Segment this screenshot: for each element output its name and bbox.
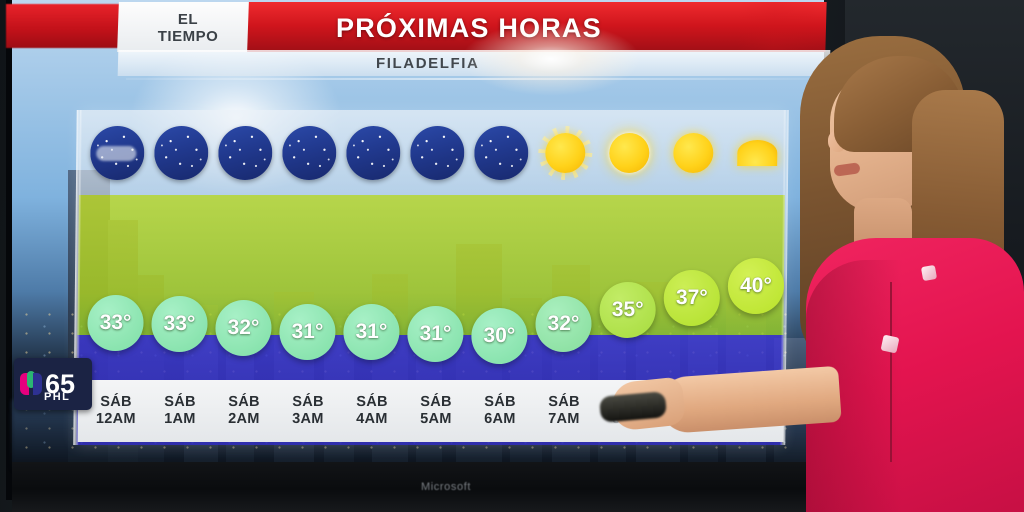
temperature-bubble: 31° — [343, 304, 400, 360]
clear-night-icon — [410, 126, 465, 180]
condition-icon-slot — [149, 122, 214, 184]
presenter — [742, 30, 1024, 512]
condition-icon-slot — [533, 122, 598, 184]
univision-u-logo-icon — [20, 371, 42, 397]
time-label-day: SÁB — [292, 394, 324, 410]
time-label-day: SÁB — [356, 394, 388, 410]
display-brand-label: Microsoft — [421, 481, 472, 493]
time-label-day: SÁB — [548, 394, 580, 410]
clear-night-icon — [474, 126, 529, 180]
section-label: EL TIEMPO — [134, 6, 242, 50]
time-label-day: SÁB — [484, 394, 516, 410]
temperature-bubble: 32° — [535, 296, 592, 352]
clear-night-icon — [282, 126, 337, 180]
sunny-icon — [609, 133, 650, 173]
microphone-clip-icon — [920, 264, 938, 282]
clear-night-icon — [346, 126, 401, 180]
condition-icon-slot — [405, 122, 470, 184]
time-label-day: SÁB — [164, 394, 196, 410]
condition-icon-slot — [469, 122, 534, 184]
temperature-bubble: 33° — [151, 296, 208, 352]
time-label-hour: 3AM — [292, 411, 324, 427]
time-label: SÁB 12AM — [84, 385, 149, 437]
microphone-cable — [890, 282, 892, 462]
presenter-top — [806, 238, 1024, 512]
time-label-hour: 2AM — [228, 411, 260, 427]
display-bezel — [12, 462, 824, 512]
clear-night-icon — [218, 126, 273, 180]
condition-icon-slot — [85, 122, 150, 184]
temperature-bubble: 37° — [663, 270, 721, 326]
time-label-hour: 6AM — [484, 411, 516, 427]
condition-icon-slot — [341, 122, 406, 184]
time-label-hour: 1AM — [164, 411, 196, 427]
market-label: PHL — [44, 391, 71, 403]
temperature-bubble: 32° — [215, 300, 272, 356]
time-label-hour: 7AM — [548, 411, 580, 427]
condition-icon-slot — [661, 122, 726, 184]
time-label: SÁB 4AM — [340, 385, 405, 437]
station-logo-bug: 65 PHL — [14, 358, 92, 410]
page-title: PRÓXIMAS HORAS — [336, 12, 602, 43]
sunny-icon — [673, 133, 714, 173]
channel-number: 65 — [45, 368, 76, 399]
time-label: SÁB 6AM — [468, 385, 533, 437]
header-subtitle: FILADELFIA — [376, 54, 480, 72]
condition-icon-slot — [277, 122, 342, 184]
time-label-hour: 5AM — [420, 411, 452, 427]
header-red-left-block — [6, 4, 138, 48]
header-underline — [125, 78, 827, 80]
clear-night-icon — [90, 126, 145, 180]
graphic-header: EL TIEMPO PRÓXIMAS HORAS FILADELFIA — [6, 0, 836, 96]
weather-display-screen: EL TIEMPO PRÓXIMAS HORAS FILADELFIA 33° — [6, 0, 831, 512]
temperature-bubble: 30° — [471, 308, 528, 364]
condition-icon-slot — [597, 122, 662, 184]
time-label-day: SÁB — [228, 394, 260, 410]
time-label: SÁB 5AM — [404, 385, 469, 437]
time-label-hour: 4AM — [356, 411, 388, 427]
section-label-line1: EL — [177, 11, 199, 28]
time-label-day: SÁB — [100, 394, 132, 410]
temperature-bubble: 31° — [279, 304, 336, 360]
time-label: SÁB 2AM — [212, 385, 277, 437]
time-label: SÁB 1AM — [148, 385, 213, 437]
temperature-bubble: 33° — [87, 295, 144, 351]
condition-icon-slot — [213, 122, 278, 184]
section-label-line2: TIEMPO — [157, 28, 219, 45]
time-label-day: SÁB — [420, 394, 452, 410]
time-label: SÁB 7AM — [532, 385, 597, 437]
microphone-clip-icon — [880, 334, 900, 354]
time-label-hour: 12AM — [95, 411, 136, 427]
temperature-bubble: 35° — [599, 282, 656, 338]
temperature-bubble: 31° — [407, 306, 464, 362]
time-label: SÁB 3AM — [276, 385, 341, 437]
sunny-icon — [545, 133, 586, 173]
clear-night-icon — [154, 126, 209, 180]
